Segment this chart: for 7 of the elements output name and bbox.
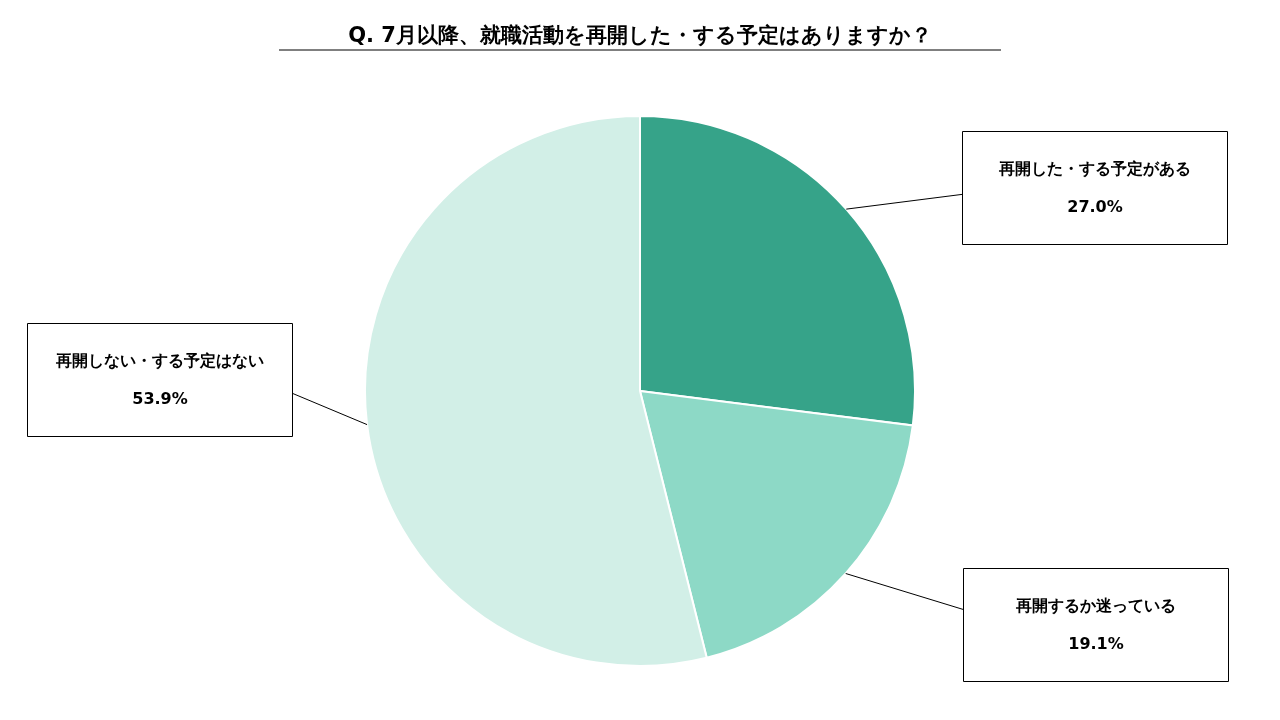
data-label: 53.9% bbox=[132, 389, 188, 408]
data-label: 19.1% bbox=[1068, 634, 1124, 653]
slice-label: 再開しない・する予定はない bbox=[55, 351, 264, 370]
slice-label: 再開した・する予定がある bbox=[998, 159, 1191, 178]
chart-title: Q. 7月以降、就職活動を再開した・する予定はありますか？ bbox=[348, 23, 932, 47]
data-label: 27.0% bbox=[1067, 197, 1123, 216]
slice-label: 再開するか迷っている bbox=[1015, 596, 1176, 615]
